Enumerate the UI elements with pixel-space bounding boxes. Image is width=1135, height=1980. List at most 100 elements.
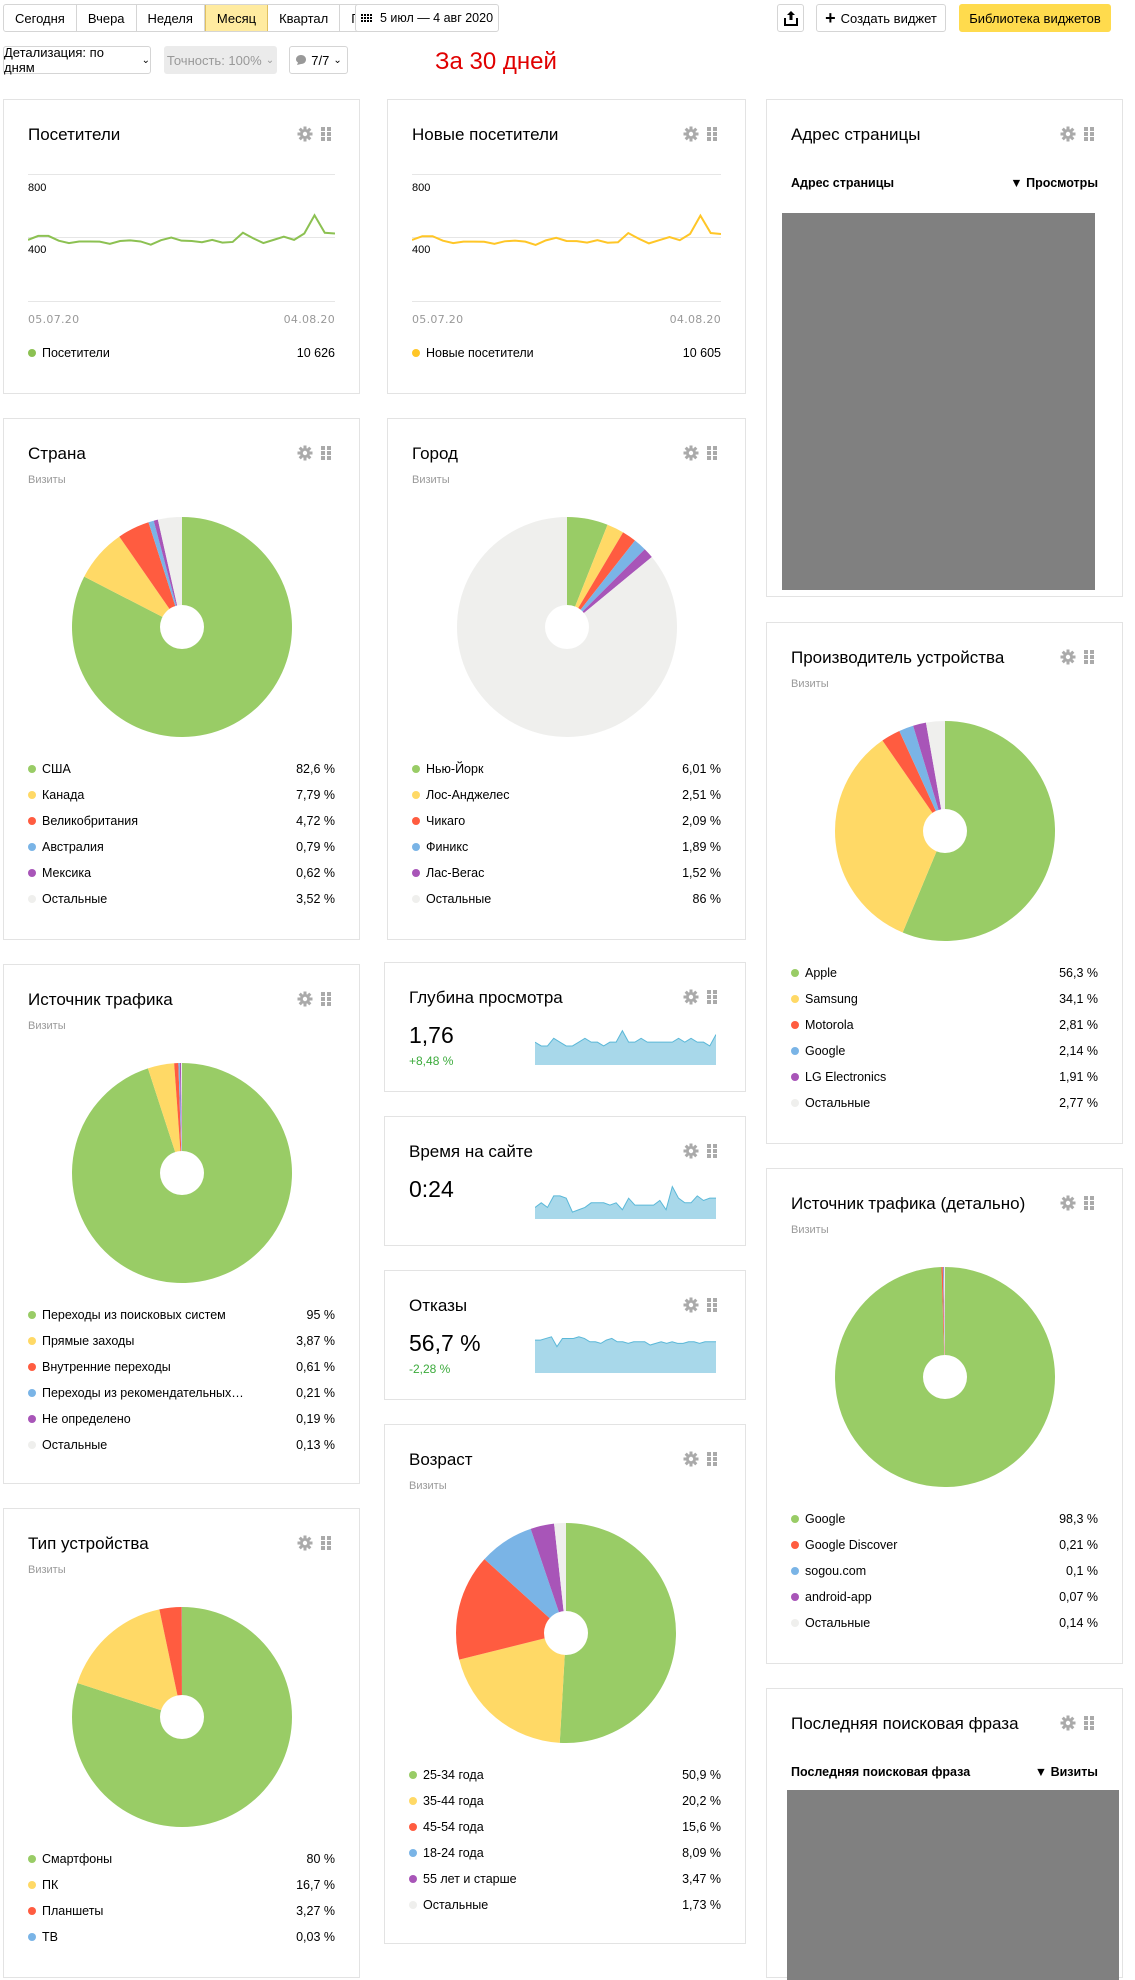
segments-dropdown[interactable]: 7/7 ⌄ bbox=[289, 46, 348, 74]
legend-value: 0,62 % bbox=[296, 866, 335, 880]
period-today[interactable]: Сегодня bbox=[4, 5, 77, 31]
column-header-visits[interactable]: ▼ Визиты bbox=[1035, 1765, 1098, 1779]
date-range-button[interactable]: 5 июл — 4 авг 2020 bbox=[355, 4, 499, 32]
legend-item[interactable]: Посетители 10 626 bbox=[28, 340, 335, 366]
drag-glyph bbox=[321, 446, 331, 460]
gear-glyph bbox=[683, 126, 699, 142]
accuracy-dropdown[interactable]: Точность: 100% ⌄ bbox=[164, 46, 277, 74]
drag-handle-icon[interactable] bbox=[707, 1144, 717, 1161]
share-button[interactable] bbox=[777, 4, 804, 32]
drag-handle-icon[interactable] bbox=[1084, 127, 1094, 144]
drag-handle-icon[interactable] bbox=[707, 127, 717, 144]
gear-icon[interactable] bbox=[683, 1143, 699, 1162]
legend-item[interactable]: Переходы из рекомендательных…0,21 % bbox=[28, 1380, 335, 1406]
widget-library-button[interactable]: Библиотека виджетов bbox=[959, 4, 1111, 32]
legend-dot bbox=[791, 1073, 799, 1081]
drag-handle-icon[interactable] bbox=[707, 1452, 717, 1469]
gear-icon[interactable] bbox=[683, 126, 699, 145]
drag-handle-icon[interactable] bbox=[321, 446, 331, 463]
gear-icon[interactable] bbox=[297, 1535, 313, 1554]
drag-handle-icon[interactable] bbox=[1084, 1196, 1094, 1213]
legend-label: 25-34 года bbox=[423, 1768, 484, 1782]
drag-glyph bbox=[1084, 650, 1094, 664]
drag-handle-icon[interactable] bbox=[707, 1298, 717, 1315]
gear-icon[interactable] bbox=[1060, 1715, 1076, 1734]
period-quarter[interactable]: Квартал bbox=[268, 5, 340, 31]
drag-handle-icon[interactable] bbox=[1084, 650, 1094, 667]
drag-handle-icon[interactable] bbox=[707, 446, 717, 463]
gear-icon[interactable] bbox=[1060, 126, 1076, 145]
drag-handle-icon[interactable] bbox=[321, 127, 331, 144]
gear-icon[interactable] bbox=[297, 445, 313, 464]
gear-icon[interactable] bbox=[683, 445, 699, 464]
drag-handle-icon[interactable] bbox=[321, 1536, 331, 1553]
legend-label: Остальные bbox=[423, 1898, 488, 1912]
create-widget-button[interactable]: + Создать виджет bbox=[816, 4, 946, 32]
drag-handle-icon[interactable] bbox=[321, 992, 331, 1009]
legend-item[interactable]: Новые посетители 10 605 bbox=[412, 340, 721, 366]
drag-handle-icon[interactable] bbox=[1084, 1716, 1094, 1733]
drag-glyph bbox=[321, 992, 331, 1006]
gear-icon[interactable] bbox=[683, 989, 699, 1008]
gear-icon[interactable] bbox=[683, 1451, 699, 1470]
gear-icon[interactable] bbox=[683, 1297, 699, 1316]
gear-glyph bbox=[297, 126, 313, 142]
widget-bounce-rate: Отказы 56,7 % -2,28 % bbox=[384, 1270, 746, 1400]
gear-icon[interactable] bbox=[1060, 1195, 1076, 1214]
column-header-phrase[interactable]: Последняя поисковая фраза bbox=[791, 1765, 970, 1779]
series-line bbox=[28, 215, 335, 244]
legend-label: США bbox=[42, 762, 71, 776]
widget-title: Отказы bbox=[409, 1296, 467, 1316]
detail-dropdown[interactable]: Детализация: по дням ⌄ bbox=[3, 46, 151, 74]
drag-handle-icon[interactable] bbox=[707, 990, 717, 1007]
legend-label: Австралия bbox=[42, 840, 104, 854]
gear-icon[interactable] bbox=[297, 126, 313, 145]
period-month[interactable]: Месяц bbox=[205, 5, 268, 31]
period-week[interactable]: Неделя bbox=[137, 5, 205, 31]
legend-dot bbox=[791, 1619, 799, 1627]
period-yesterday[interactable]: Вчера bbox=[77, 5, 137, 31]
column-header-address[interactable]: Адрес страницы bbox=[791, 176, 894, 190]
gear-icon[interactable] bbox=[1060, 649, 1076, 668]
gear-icon[interactable] bbox=[297, 991, 313, 1010]
column-header-views[interactable]: ▼ Просмотры bbox=[1010, 176, 1098, 190]
